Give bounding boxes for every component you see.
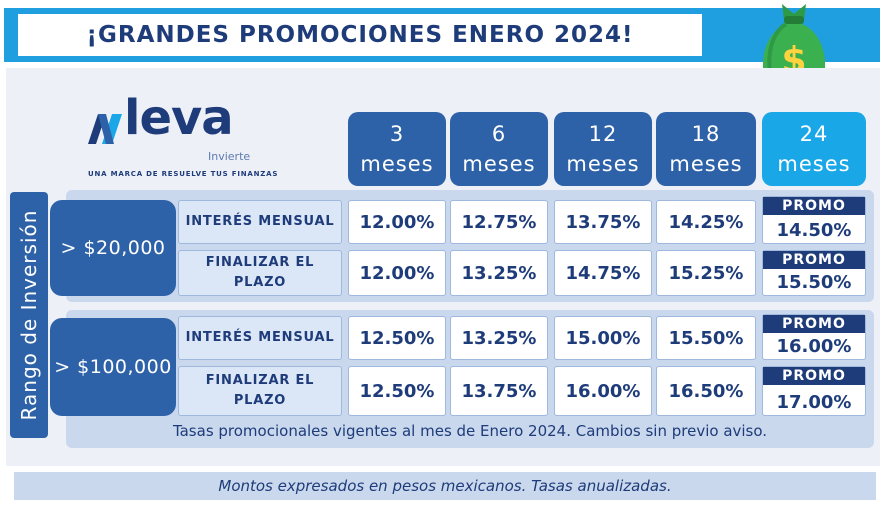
term-unit: meses [462, 152, 536, 176]
term-header-18: 18 meses [656, 112, 756, 186]
header-banner: ¡GRANDES PROMOCIONES ENERO 2024! [4, 8, 880, 62]
rate-cell: 12.00% [348, 200, 446, 244]
term-header-3: 3 meses [348, 112, 446, 186]
term-header-12: 12 meses [554, 112, 652, 186]
term-header-24: 24 meses [762, 112, 866, 186]
rate-cell: 16.00% [554, 366, 652, 416]
rate-cell: 13.75% [450, 366, 548, 416]
brand-name: leva [124, 90, 234, 146]
brand-tagline: UNA MARCA DE RESUELVE TUS FINANZAS [88, 170, 279, 178]
investment-range-label-box: Rango de Inversión [10, 192, 48, 438]
rate-cell: 15.25% [656, 250, 756, 296]
term-unit: meses [360, 152, 434, 176]
term-header-6: 6 meses [450, 112, 548, 186]
promo-cell: PROMO 17.00% [762, 366, 866, 416]
promo-note: Tasas promocionales vigentes al mes de E… [172, 422, 768, 440]
promo-rate: 17.00% [776, 391, 852, 413]
term-unit: meses [669, 152, 743, 176]
term-number: 18 [691, 122, 721, 146]
promo-tag: PROMO [763, 315, 865, 333]
rate-cell: 12.00% [348, 250, 446, 296]
row-label: FINALIZAR EL PLAZO [178, 250, 342, 296]
term-number: 12 [588, 122, 618, 146]
banner-title-box: ¡GRANDES PROMOCIONES ENERO 2024! [18, 14, 702, 56]
rate-cell: 14.25% [656, 200, 756, 244]
investment-range-label: Rango de Inversión [17, 209, 41, 421]
amount-tier-2: > $100,000 [50, 318, 176, 416]
brand-logo: leva Invierte UNA MARCA DE RESUELVE TUS … [88, 90, 279, 184]
promo-cell: PROMO 15.50% [762, 250, 866, 296]
term-number: 6 [491, 122, 507, 146]
leva-logo-icon [88, 114, 122, 144]
banner-title: ¡GRANDES PROMOCIONES ENERO 2024! [86, 22, 634, 48]
brand-sub: Invierte [208, 150, 251, 163]
term-number: 3 [389, 122, 405, 146]
amount-tier-1: > $20,000 [50, 200, 176, 296]
rate-cell: 13.75% [554, 200, 652, 244]
term-unit: meses [566, 152, 640, 176]
footer-text: Montos expresados en pesos mexicanos. Ta… [218, 477, 672, 495]
promo-tag: PROMO [763, 197, 865, 215]
row-label: INTERÉS MENSUAL [178, 200, 342, 244]
rate-cell: 12.75% [450, 200, 548, 244]
rate-cell: 15.00% [554, 316, 652, 360]
promo-cell: PROMO 14.50% [762, 196, 866, 244]
promo-cell: PROMO 16.00% [762, 314, 866, 360]
term-unit: meses [777, 152, 851, 176]
promo-tag: PROMO [763, 367, 865, 385]
row-label: FINALIZAR EL PLAZO [178, 366, 342, 416]
rate-cell: 13.25% [450, 316, 548, 360]
promo-tag: PROMO [763, 251, 865, 269]
rate-cell: 14.75% [554, 250, 652, 296]
rate-cell: 13.25% [450, 250, 548, 296]
promo-rate: 14.50% [776, 219, 852, 241]
footer-note: Montos expresados en pesos mexicanos. Ta… [14, 472, 876, 500]
promo-rate: 15.50% [776, 271, 852, 293]
rate-cell: 12.50% [348, 366, 446, 416]
rate-cell: 12.50% [348, 316, 446, 360]
rate-cell: 16.50% [656, 366, 756, 416]
rate-cell: 15.50% [656, 316, 756, 360]
term-number: 24 [799, 122, 829, 146]
promo-rate: 16.00% [776, 335, 852, 357]
row-label: INTERÉS MENSUAL [178, 316, 342, 360]
